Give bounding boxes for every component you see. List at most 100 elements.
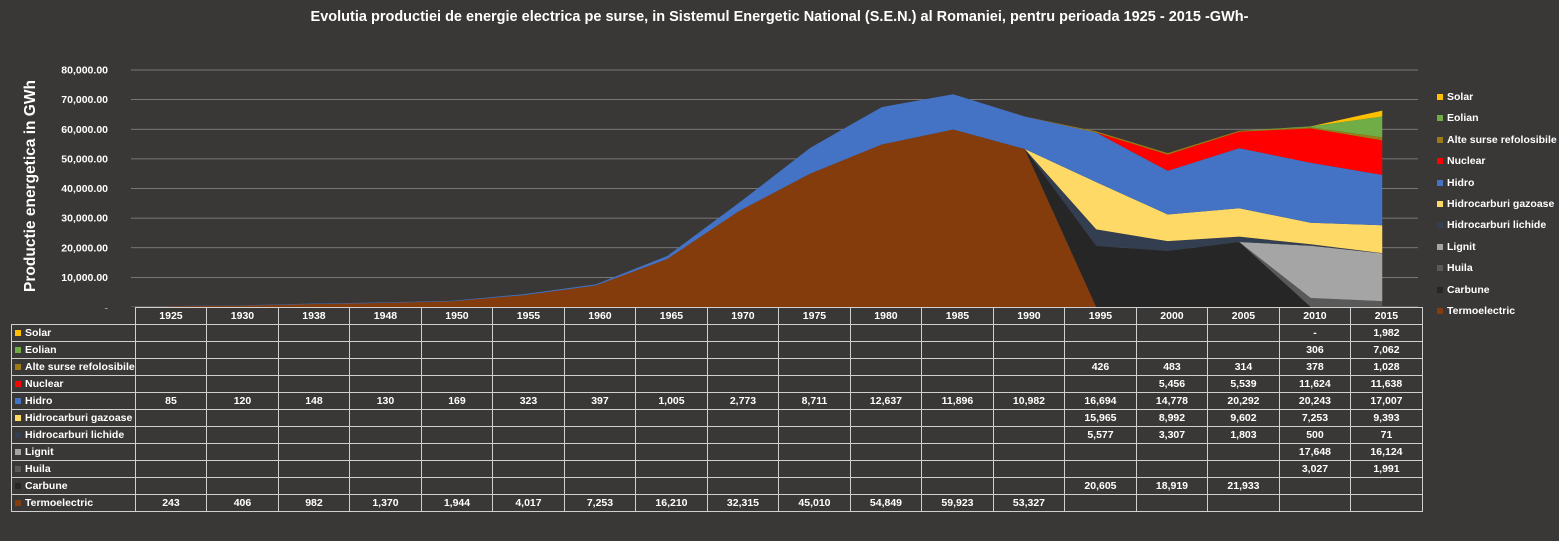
table-row: Hidro 85 120 148 130 169 323 397 1,005 2,773 8,711… xyxy=(11,392,1423,410)
data-label xyxy=(1135,460,1209,478)
data-label xyxy=(1278,494,1352,512)
data-label xyxy=(563,426,637,444)
x-category-label: 1965 xyxy=(635,307,708,325)
legend-swatch xyxy=(1437,115,1443,122)
data-label xyxy=(992,443,1066,461)
legend-swatch xyxy=(1437,265,1443,272)
data-label xyxy=(778,460,851,478)
data-label xyxy=(849,375,923,393)
legend-swatch xyxy=(15,483,21,489)
data-label: 18,919 xyxy=(1135,477,1209,495)
data-label: 53,327 xyxy=(992,494,1066,512)
data-label: 1,005 xyxy=(635,392,708,410)
data-label xyxy=(206,324,279,342)
legend-item-hidro: Hidro xyxy=(1437,177,1474,189)
data-label: 1,370 xyxy=(349,494,422,512)
x-category-label: 1990 xyxy=(992,307,1066,325)
legend-item-carbune: Carbune xyxy=(1437,284,1490,296)
data-label xyxy=(420,426,494,444)
series-label: Nuclear xyxy=(11,375,136,393)
data-label: 16,694 xyxy=(1064,392,1137,410)
data-label xyxy=(1135,494,1209,512)
data-label: 314 xyxy=(1207,358,1280,376)
data-label xyxy=(134,341,208,359)
data-label xyxy=(420,443,494,461)
legend-swatch xyxy=(1437,158,1443,165)
x-category-label: 2000 xyxy=(1135,307,1209,325)
data-label xyxy=(849,341,923,359)
data-label xyxy=(849,460,923,478)
data-label: 8,711 xyxy=(778,392,851,410)
table-row: Huila 3,027 1,991 xyxy=(11,460,1423,478)
data-label: 3,307 xyxy=(1135,426,1209,444)
data-label: 426 xyxy=(1064,358,1137,376)
table-row: Hidrocarburi lichide 5,577 3,307 1,803 500 71 xyxy=(11,426,1423,444)
data-label: 306 xyxy=(1278,341,1352,359)
data-label xyxy=(921,426,994,444)
data-label xyxy=(563,375,637,393)
series-label: Solar xyxy=(11,324,136,342)
data-label: 11,896 xyxy=(921,392,994,410)
data-label: 14,778 xyxy=(1135,392,1209,410)
data-label xyxy=(277,477,351,495)
legend-swatch xyxy=(1437,179,1443,186)
data-label xyxy=(563,341,637,359)
data-label xyxy=(420,375,494,393)
data-label xyxy=(349,460,422,478)
series-label: Hidrocarburi lichide xyxy=(11,426,136,444)
legend-swatch xyxy=(1437,308,1443,314)
data-label xyxy=(492,358,565,376)
data-label xyxy=(349,358,422,376)
data-label xyxy=(635,341,708,359)
y-axis-ticks: -10,000.0020,000.0030,000.0040,000.0050,… xyxy=(61,65,108,314)
data-label xyxy=(134,460,208,478)
legend-swatch xyxy=(15,449,21,455)
data-label xyxy=(778,409,851,427)
data-label: 5,539 xyxy=(1207,375,1280,393)
data-label xyxy=(206,426,279,444)
area-carbune xyxy=(166,129,1383,307)
data-label: 1,803 xyxy=(1207,426,1280,444)
legend-swatch xyxy=(15,330,21,336)
legend-swatch xyxy=(1437,222,1443,229)
data-label xyxy=(1207,460,1280,478)
data-label xyxy=(1064,494,1137,512)
data-label xyxy=(1064,460,1137,478)
data-label: 16,124 xyxy=(1350,443,1423,461)
data-label xyxy=(492,375,565,393)
data-label: 483 xyxy=(1135,358,1209,376)
data-label: 9,393 xyxy=(1350,409,1423,427)
data-label: 17,007 xyxy=(1350,392,1423,410)
legend-swatch xyxy=(1437,286,1443,293)
data-label xyxy=(706,477,780,495)
table-row: Hidrocarburi gazoase 15,965 8,992 9,602 7,25… xyxy=(11,409,1423,427)
data-label xyxy=(921,341,994,359)
data-label: 7,253 xyxy=(1278,409,1352,427)
data-label xyxy=(921,460,994,478)
data-label xyxy=(349,409,422,427)
data-label xyxy=(849,324,923,342)
data-label xyxy=(992,375,1066,393)
series-label: Termoelectric xyxy=(11,494,136,512)
data-label xyxy=(1064,341,1137,359)
data-label: 7,253 xyxy=(563,494,637,512)
data-label xyxy=(635,324,708,342)
data-label: 85 xyxy=(134,392,208,410)
data-label xyxy=(134,358,208,376)
legend-item-lignit: Lignit xyxy=(1437,241,1476,253)
data-label xyxy=(1207,494,1280,512)
x-category-label: 1925 xyxy=(134,307,208,325)
data-label: 10,982 xyxy=(992,392,1066,410)
legend-item-alte-surse-refolosibile: Alte surse refolosibile xyxy=(1437,134,1557,146)
data-label: 9,602 xyxy=(1207,409,1280,427)
data-label: 54,849 xyxy=(849,494,923,512)
data-label xyxy=(992,341,1066,359)
data-label xyxy=(134,426,208,444)
stacked-areas xyxy=(166,94,1383,307)
data-label xyxy=(277,443,351,461)
data-label xyxy=(849,426,923,444)
chart-title: Evolutia productiei de energie electrica… xyxy=(310,9,1249,25)
y-tick-label: 40,000.00 xyxy=(61,183,108,195)
data-label: - xyxy=(1278,324,1352,342)
legend-swatch xyxy=(1437,201,1443,207)
